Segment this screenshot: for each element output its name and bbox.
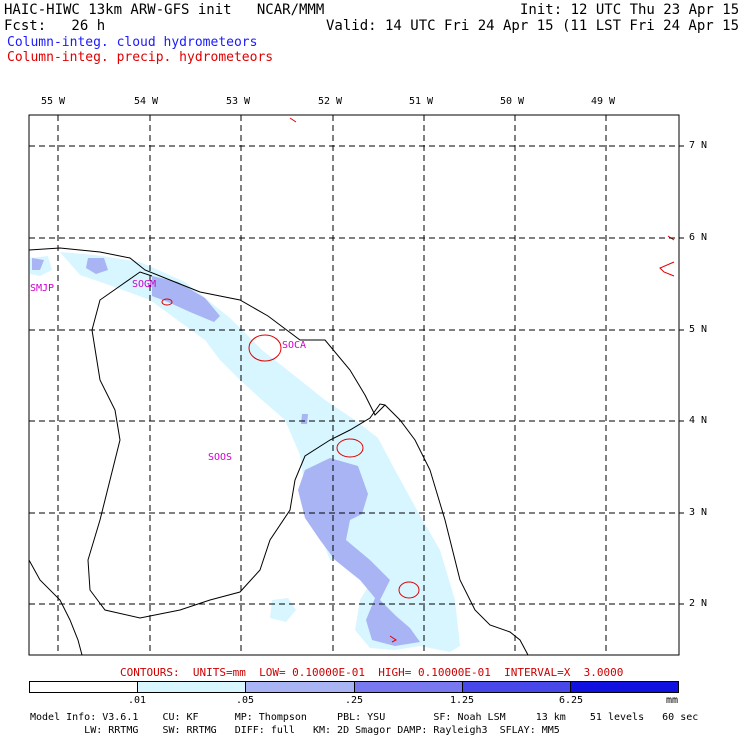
plot-title: HAIC-HIWC 13km ARW-GFS init NCAR/MMM [4, 2, 325, 18]
lon-label: 54 W [133, 96, 159, 107]
axis-ticks [679, 145, 684, 605]
station-label: SMJP [30, 283, 55, 294]
colorbar-label: .01 [127, 695, 147, 706]
lon-label: 49 W [590, 96, 616, 107]
lat-label: 4 N [689, 415, 708, 426]
precip-contours [161, 117, 675, 643]
colorbar-swatch [30, 682, 138, 692]
station-label: SOGM [132, 279, 157, 290]
lat-label: 3 N [689, 507, 708, 518]
colorbar-label: .25 [344, 695, 364, 706]
init-time: Init: 12 UTC Thu 23 Apr 15 [520, 2, 740, 18]
model-info-line1: Model Info: V3.6.1 CU: KF MP: Thompson P… [30, 712, 699, 723]
lon-label: 50 W [499, 96, 525, 107]
colorbar-swatch [461, 682, 570, 692]
contour-info: CONTOURS: UNITS=mm LOW= 0.10000E-01 HIGH… [120, 666, 624, 679]
lon-label: 55 W [40, 96, 66, 107]
station-label: SOOS [208, 452, 233, 463]
lat-label: 7 N [689, 140, 708, 151]
legend-cloud: Column-integ. cloud hydrometeors [7, 35, 258, 50]
colorbar-unit: mm [665, 695, 679, 706]
lat-label: 6 N [689, 232, 708, 243]
lat-label: 2 N [689, 598, 708, 609]
colorbar [29, 681, 679, 693]
colorbar-label: 1.25 [449, 695, 475, 706]
valid-time: Valid: 14 UTC Fri 24 Apr 15 (11 LST Fri … [326, 18, 740, 34]
lon-label: 52 W [317, 96, 343, 107]
colorbar-swatch [353, 682, 462, 692]
lat-label: 5 N [689, 324, 708, 335]
colorbar-swatch [137, 682, 246, 692]
coastline [28, 247, 529, 656]
cloud-fill [30, 252, 460, 652]
colorbar-label: 6.25 [558, 695, 584, 706]
lon-label: 51 W [408, 96, 434, 107]
colorbar-label: .05 [235, 695, 255, 706]
legend-precip: Column-integ. precip. hydrometeors [7, 50, 274, 65]
colorbar-swatch [569, 682, 679, 692]
station-label: SOCA [282, 340, 307, 351]
forecast-hour: Fcst: 26 h [4, 18, 106, 34]
lon-label: 53 W [225, 96, 251, 107]
model-info-line2: LW: RRTMG SW: RRTMG DIFF: full KM: 2D Sm… [30, 725, 560, 736]
lat-lon-grid [29, 115, 679, 655]
colorbar-swatch [245, 682, 354, 692]
